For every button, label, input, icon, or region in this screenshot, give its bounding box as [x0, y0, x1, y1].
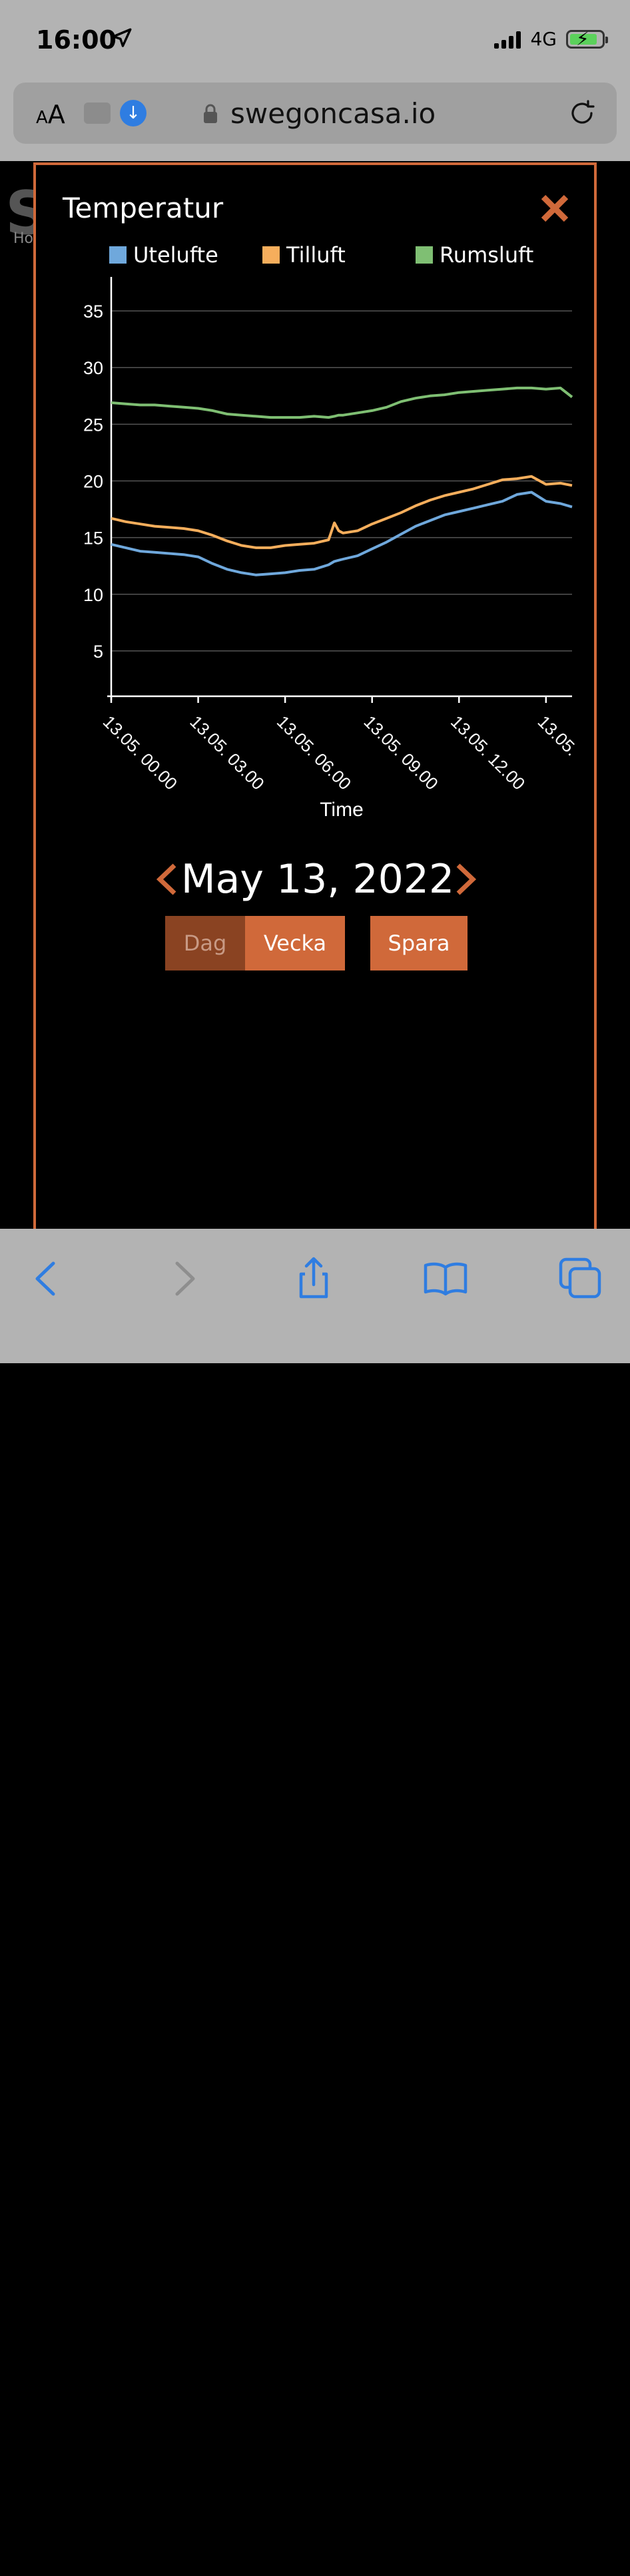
legend-item[interactable]: Tilluft: [262, 242, 346, 268]
back-icon[interactable]: [24, 1255, 71, 1302]
legend-label: Rumsluft: [440, 242, 534, 268]
text-size-button[interactable]: AA: [36, 100, 65, 129]
dag-button[interactable]: Dag: [165, 916, 245, 970]
y-tick-label: 25: [83, 415, 103, 435]
legend-item[interactable]: Rumsluft: [416, 242, 533, 268]
spara-button[interactable]: Spara: [370, 916, 468, 970]
series-line: [111, 475, 573, 549]
network-label: 4G: [530, 28, 557, 50]
x-tick-label: 13.05. 03.00: [186, 712, 268, 793]
series-line: [111, 491, 573, 576]
y-tick-label: 10: [83, 585, 103, 605]
y-tick-label: 20: [83, 471, 103, 491]
vecka-button[interactable]: Vecka: [245, 916, 345, 970]
y-tick-label: 5: [93, 642, 103, 662]
temperature-modal: Temperatur Utelufte Tilluft Rumsluft 5 10 15…: [33, 162, 597, 1229]
legend-swatch: [262, 246, 280, 264]
extension-icon[interactable]: [84, 103, 111, 124]
legend-swatch: [416, 246, 433, 264]
url-text[interactable]: swegoncasa.io: [230, 97, 436, 130]
signal-icon: [494, 30, 521, 49]
x-tick-label: 13.05.: [534, 712, 582, 759]
x-tick-label: 13.05. 09.00: [360, 712, 442, 793]
forward-icon[interactable]: [160, 1255, 206, 1302]
modal-title: Temperatur: [63, 192, 224, 224]
series-line: [111, 386, 573, 419]
download-icon[interactable]: ↓: [120, 100, 147, 126]
x-tick-label: 13.05. 12.00: [447, 712, 529, 793]
x-tick-label: 13.05. 06.00: [273, 712, 355, 793]
share-icon[interactable]: [290, 1255, 337, 1302]
address-bar[interactable]: AA ↓ swegoncasa.io: [13, 83, 617, 144]
date-label: May 13, 2022: [180, 856, 455, 903]
location-arrow-icon: [112, 28, 132, 47]
y-tick-label: 15: [83, 529, 103, 548]
period-toggle: Dag Vecka: [165, 916, 345, 970]
legend-label: Utelufte: [133, 242, 218, 268]
legend-swatch: [109, 246, 127, 264]
home-indicator: [204, 2568, 426, 2576]
x-tick-label: 13.05. 00.00: [99, 712, 181, 793]
close-icon[interactable]: [539, 193, 570, 224]
browser-toolbar: [0, 1229, 630, 2576]
reload-icon[interactable]: [567, 99, 597, 128]
tabs-icon[interactable]: [557, 1255, 603, 1302]
bookmarks-icon[interactable]: [422, 1255, 469, 1302]
legend-label: Tilluft: [286, 242, 346, 268]
x-axis-label: Time: [320, 799, 364, 821]
browser-chrome: AA ↓ swegoncasa.io: [0, 80, 630, 161]
status-time: 16:00: [36, 25, 117, 55]
status-bar: 16:00 4G ⚡: [0, 0, 630, 80]
legend-item[interactable]: Utelufte: [109, 242, 218, 268]
lock-icon: [204, 104, 217, 123]
home-link[interactable]: Ho: [13, 230, 34, 247]
y-tick-label: 30: [83, 358, 103, 378]
prev-date-arrow-icon[interactable]: [155, 863, 178, 896]
battery-icon: ⚡: [566, 28, 608, 50]
y-tick-label: 35: [83, 302, 103, 322]
next-date-arrow-icon[interactable]: [454, 863, 478, 896]
